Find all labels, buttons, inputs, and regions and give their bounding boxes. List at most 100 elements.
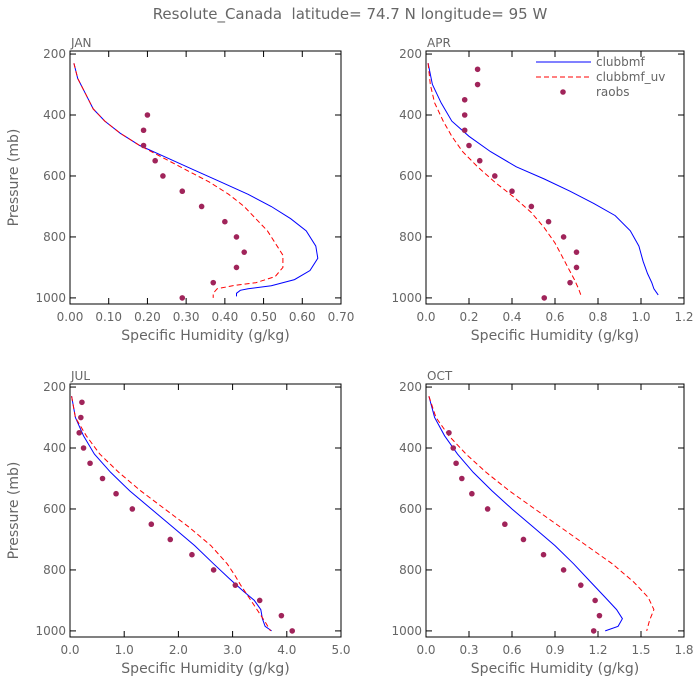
raobs-point: [573, 264, 580, 271]
y-tick-label: 200: [399, 47, 422, 61]
y-tick-label: 600: [43, 502, 66, 516]
raobs-point: [152, 157, 158, 164]
raobs-point: [256, 597, 263, 604]
clubbmf-uv-line: [427, 63, 582, 296]
raobs-point: [573, 249, 580, 255]
raobs-point: [222, 218, 228, 225]
raobs-point: [474, 81, 481, 88]
x-tick-label: 1.2: [674, 310, 693, 324]
raobs-point: [484, 506, 491, 512]
x-tick-label: 1.2: [588, 643, 607, 657]
raobs-point: [78, 414, 84, 421]
x-tick-label: 3.0: [223, 643, 242, 657]
chart-panel-jan: JAN 0.00 0.10 0.20 0.30 0.40 0.50 0.60 0.70 200 40…: [6, 36, 354, 344]
y-tick-label: 1000: [391, 291, 422, 305]
raobs-point: [469, 490, 475, 497]
raobs-point: [450, 445, 457, 451]
x-axis-label: Specific Humidity (g/kg): [121, 661, 289, 677]
x-tick-label: 0.3: [459, 643, 478, 657]
raobs-point: [210, 567, 217, 573]
x-tick-label: 0.0: [60, 643, 79, 657]
x-tick-label: 2.0: [169, 643, 188, 657]
y-axis-label: Pressure (mb): [6, 462, 22, 560]
raobs-point: [189, 551, 195, 558]
y-tick-label: 400: [43, 108, 66, 122]
raobs-point: [99, 475, 106, 482]
legend-swatch-raobs: [560, 89, 566, 95]
raobs-point: [461, 127, 468, 134]
raobs-point: [474, 66, 481, 73]
x-tick-label: 0.9: [545, 643, 564, 657]
raobs-point: [160, 173, 166, 179]
x-tick-label: 0.30: [173, 310, 200, 324]
raobs-point: [198, 203, 205, 210]
x-axis-label: Specific Humidity (g/kg): [471, 328, 639, 344]
raobs-point: [560, 234, 567, 240]
x-tick-label: 5.0: [331, 643, 350, 657]
y-tick-label: 800: [399, 563, 422, 577]
raobs-point: [453, 460, 459, 467]
y-tick-label: 400: [43, 441, 66, 455]
y-tick-label: 200: [399, 380, 422, 394]
panel-label: JUL: [70, 369, 90, 383]
raobs-point: [541, 295, 548, 301]
raobs-point: [278, 612, 285, 619]
legend-label: clubbmf: [596, 55, 645, 69]
clubbmf-uv-line: [428, 396, 655, 632]
raobs-point: [140, 127, 147, 134]
raobs-point: [113, 490, 119, 497]
raobs-point: [167, 536, 174, 543]
y-tick-label: 600: [399, 502, 422, 516]
y-tick-label: 600: [399, 169, 422, 183]
plot-frame: [69, 50, 342, 305]
legend-label: raobs: [596, 85, 630, 99]
raobs-point: [210, 279, 217, 286]
x-tick-label: 0.40: [211, 310, 238, 324]
raobs-point: [87, 460, 93, 467]
x-tick-label: 1.5: [631, 643, 650, 657]
raobs-point: [233, 234, 240, 240]
panel-label: OCT: [427, 369, 453, 383]
x-tick-label: 1.8: [674, 643, 693, 657]
x-tick-label: 4.0: [277, 643, 296, 657]
plot-frame: [69, 383, 342, 638]
raobs-point: [520, 536, 527, 543]
raobs-point: [461, 112, 468, 118]
y-tick-label: 400: [399, 108, 422, 122]
x-tick-label: 1.0: [631, 310, 650, 324]
clubbmf-line: [73, 63, 319, 297]
clubbmf-line: [428, 396, 623, 632]
chart-panel-apr: APR 0.0 0.2 0.4 0.6 0.8 1.0 1.2 200 400 600 800 1000…: [391, 36, 693, 344]
clubbmf-line: [427, 63, 659, 296]
raobs-point: [179, 188, 186, 195]
raobs-point: [76, 429, 83, 436]
panel-label: APR: [427, 36, 451, 50]
x-tick-label: 0.0: [416, 643, 435, 657]
plot-frame: [425, 383, 685, 638]
x-tick-label: 0.10: [95, 310, 122, 324]
y-tick-label: 200: [43, 380, 66, 394]
raobs-point: [466, 142, 472, 149]
y-tick-label: 800: [399, 230, 422, 244]
raobs-point: [540, 551, 547, 558]
x-tick-label: 0.60: [289, 310, 316, 324]
raobs-point: [560, 567, 567, 573]
raobs-point: [80, 445, 87, 451]
x-tick-label: 0.6: [545, 310, 564, 324]
raobs-point: [567, 279, 573, 286]
x-tick-label: 0.20: [134, 310, 161, 324]
raobs-point: [446, 429, 452, 436]
chart-panel-oct: OCT 0.0 0.3 0.6 0.9 1.2 1.5 1.8 200 400 600 800 1000…: [391, 369, 693, 677]
y-tick-label: 1000: [35, 291, 66, 305]
y-tick-label: 1000: [391, 624, 422, 638]
figure-title: Resolute_Canada latitude= 74.7 N longitu…: [153, 5, 548, 24]
x-axis-label: Specific Humidity (g/kg): [121, 328, 289, 344]
raobs-point: [461, 96, 468, 103]
raobs-point: [233, 264, 240, 271]
chart-panel-jul: JUL 0.0 1.0 2.0 3.0 4.0 5.0 200 400 600 800 1000 Spe…: [6, 369, 351, 677]
x-tick-label: 0.00: [57, 310, 84, 324]
raobs-point: [528, 203, 535, 210]
raobs-point: [545, 218, 552, 225]
